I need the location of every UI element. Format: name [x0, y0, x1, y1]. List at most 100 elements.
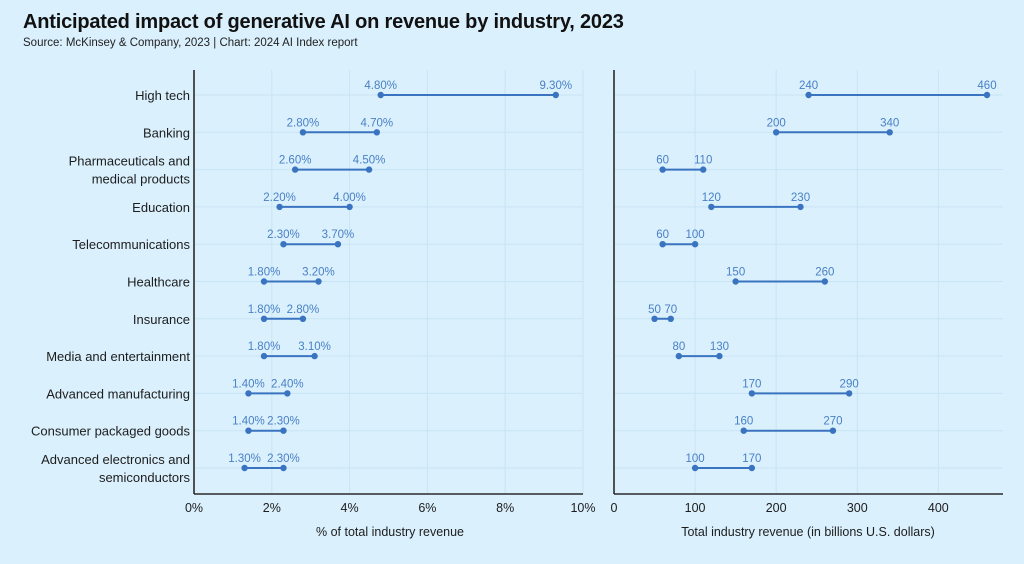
category-label: Advanced manufacturing [46, 386, 190, 401]
rev-high-value-label: 100 [685, 229, 704, 241]
pct-low-point [291, 166, 299, 173]
pct-high-point [280, 464, 287, 472]
rev-high-value-label: 110 [694, 155, 712, 167]
pct-low-point [245, 427, 252, 434]
pct-high-value-label: 3.70% [322, 229, 355, 241]
pct-high-value-label: 2.30% [267, 416, 300, 428]
rev-low-value-label: 80 [672, 341, 685, 353]
pct-low-value-label: 2.20% [263, 192, 296, 204]
pct-low-value-label: 2.80% [287, 117, 320, 129]
rev-high-value-label: 130 [710, 341, 729, 353]
pct-low-point [241, 464, 248, 472]
pct-low-point [260, 278, 268, 285]
rev-low-value-label: 100 [685, 453, 704, 465]
rev-low-point [651, 315, 658, 322]
pct-x-tick-label: 2% [263, 501, 281, 515]
rev-high-value-label: 260 [815, 267, 834, 279]
rev-x-tick-label: 400 [928, 501, 949, 515]
rev-low-value-label: 60 [656, 229, 669, 241]
pct-x-axis-title: % of total industry revenue [316, 525, 464, 539]
category-label: Education [132, 200, 190, 215]
pct-low-value-label: 1.30% [228, 453, 261, 465]
pct-low-point [299, 129, 307, 136]
rev-high-point [829, 427, 837, 434]
pct-low-point [280, 241, 287, 248]
pct-high-value-label: 2.40% [271, 378, 304, 390]
rev-low-value-label: 200 [767, 117, 786, 129]
rev-high-point [699, 166, 707, 173]
category-label: Insurance [133, 312, 190, 327]
pct-high-value-label: 9.30% [539, 80, 572, 92]
rev-low-point [732, 278, 739, 285]
rev-high-value-label: 270 [823, 416, 842, 428]
category-label: Advanced electronics and [41, 452, 190, 467]
rev-high-value-label: 70 [664, 304, 677, 316]
pct-high-value-label: 3.10% [298, 341, 331, 353]
pct-x-tick-label: 6% [418, 501, 436, 515]
rev-high-point [667, 315, 674, 322]
rev-x-axis-title: Total industry revenue (in billions U.S.… [681, 525, 935, 539]
pct-high-point [280, 427, 287, 434]
rev-low-value-label: 50 [648, 304, 661, 316]
pct-high-point [552, 91, 559, 99]
rev-high-value-label: 460 [977, 80, 996, 92]
rev-low-value-label: 170 [742, 378, 761, 390]
rev-low-value-label: 150 [726, 267, 745, 279]
category-label: Consumer packaged goods [31, 424, 190, 439]
pct-x-tick-label: 10% [570, 501, 595, 515]
pct-low-value-label: 1.40% [232, 378, 265, 390]
pct-high-value-label: 4.00% [333, 192, 366, 204]
rev-high-value-label: 290 [840, 378, 859, 390]
pct-x-tick-label: 8% [496, 501, 514, 515]
rev-low-point [659, 241, 666, 248]
pct-low-value-label: 2.30% [267, 229, 300, 241]
rev-high-point [821, 278, 829, 285]
rev-low-value-label: 160 [734, 416, 753, 428]
pct-x-tick-label: 0% [185, 501, 203, 515]
category-label-line2: semiconductors [99, 470, 191, 485]
pct-high-value-label: 4.70% [361, 117, 394, 129]
pct-high-point [284, 390, 291, 397]
pct-low-value-label: 1.80% [248, 341, 281, 353]
rev-high-point [691, 241, 699, 248]
chart-title: Anticipated impact of generative AI on r… [23, 11, 624, 33]
chart-subtitle: Source: McKinsey & Company, 2023 | Chart… [23, 37, 358, 49]
category-label: Banking [143, 125, 190, 140]
rev-high-point [748, 464, 756, 472]
rev-low-value-label: 60 [656, 155, 669, 167]
pct-low-point [260, 315, 268, 322]
pct-high-point [346, 203, 353, 211]
rev-x-tick-label: 300 [847, 501, 868, 515]
pct-high-point [311, 352, 318, 360]
pct-high-value-label: 4.50% [353, 155, 386, 167]
pct-high-point [299, 315, 307, 322]
rev-high-value-label: 170 [742, 453, 761, 465]
pct-high-value-label: 2.80% [287, 304, 320, 316]
pct-low-value-label: 4.80% [364, 80, 397, 92]
rev-x-tick-label: 0 [611, 501, 618, 515]
category-label: High tech [135, 88, 190, 103]
category-label: Telecommunications [72, 237, 190, 252]
pct-low-value-label: 1.80% [248, 267, 281, 279]
pct-high-value-label: 2.30% [267, 453, 300, 465]
pct-low-point [260, 352, 268, 360]
rev-high-point [983, 91, 991, 99]
rev-low-value-label: 120 [702, 192, 721, 204]
rev-low-point [675, 352, 683, 360]
category-label: Media and entertainment [46, 349, 190, 364]
pct-high-point [334, 241, 342, 248]
pct-low-point [276, 203, 283, 211]
rev-x-tick-label: 100 [685, 501, 706, 515]
rev-low-point [708, 203, 715, 211]
rev-low-value-label: 240 [799, 80, 818, 92]
rev-high-point [886, 129, 893, 136]
rev-high-value-label: 230 [791, 192, 810, 204]
pct-high-point [365, 166, 373, 173]
category-label-line2: medical products [92, 172, 191, 187]
pct-x-tick-label: 4% [341, 501, 359, 515]
pct-low-value-label: 2.60% [279, 155, 312, 167]
pct-low-value-label: 1.40% [232, 416, 265, 428]
pct-low-point [377, 91, 384, 99]
rev-high-point [797, 203, 804, 211]
rev-high-value-label: 340 [880, 117, 899, 129]
